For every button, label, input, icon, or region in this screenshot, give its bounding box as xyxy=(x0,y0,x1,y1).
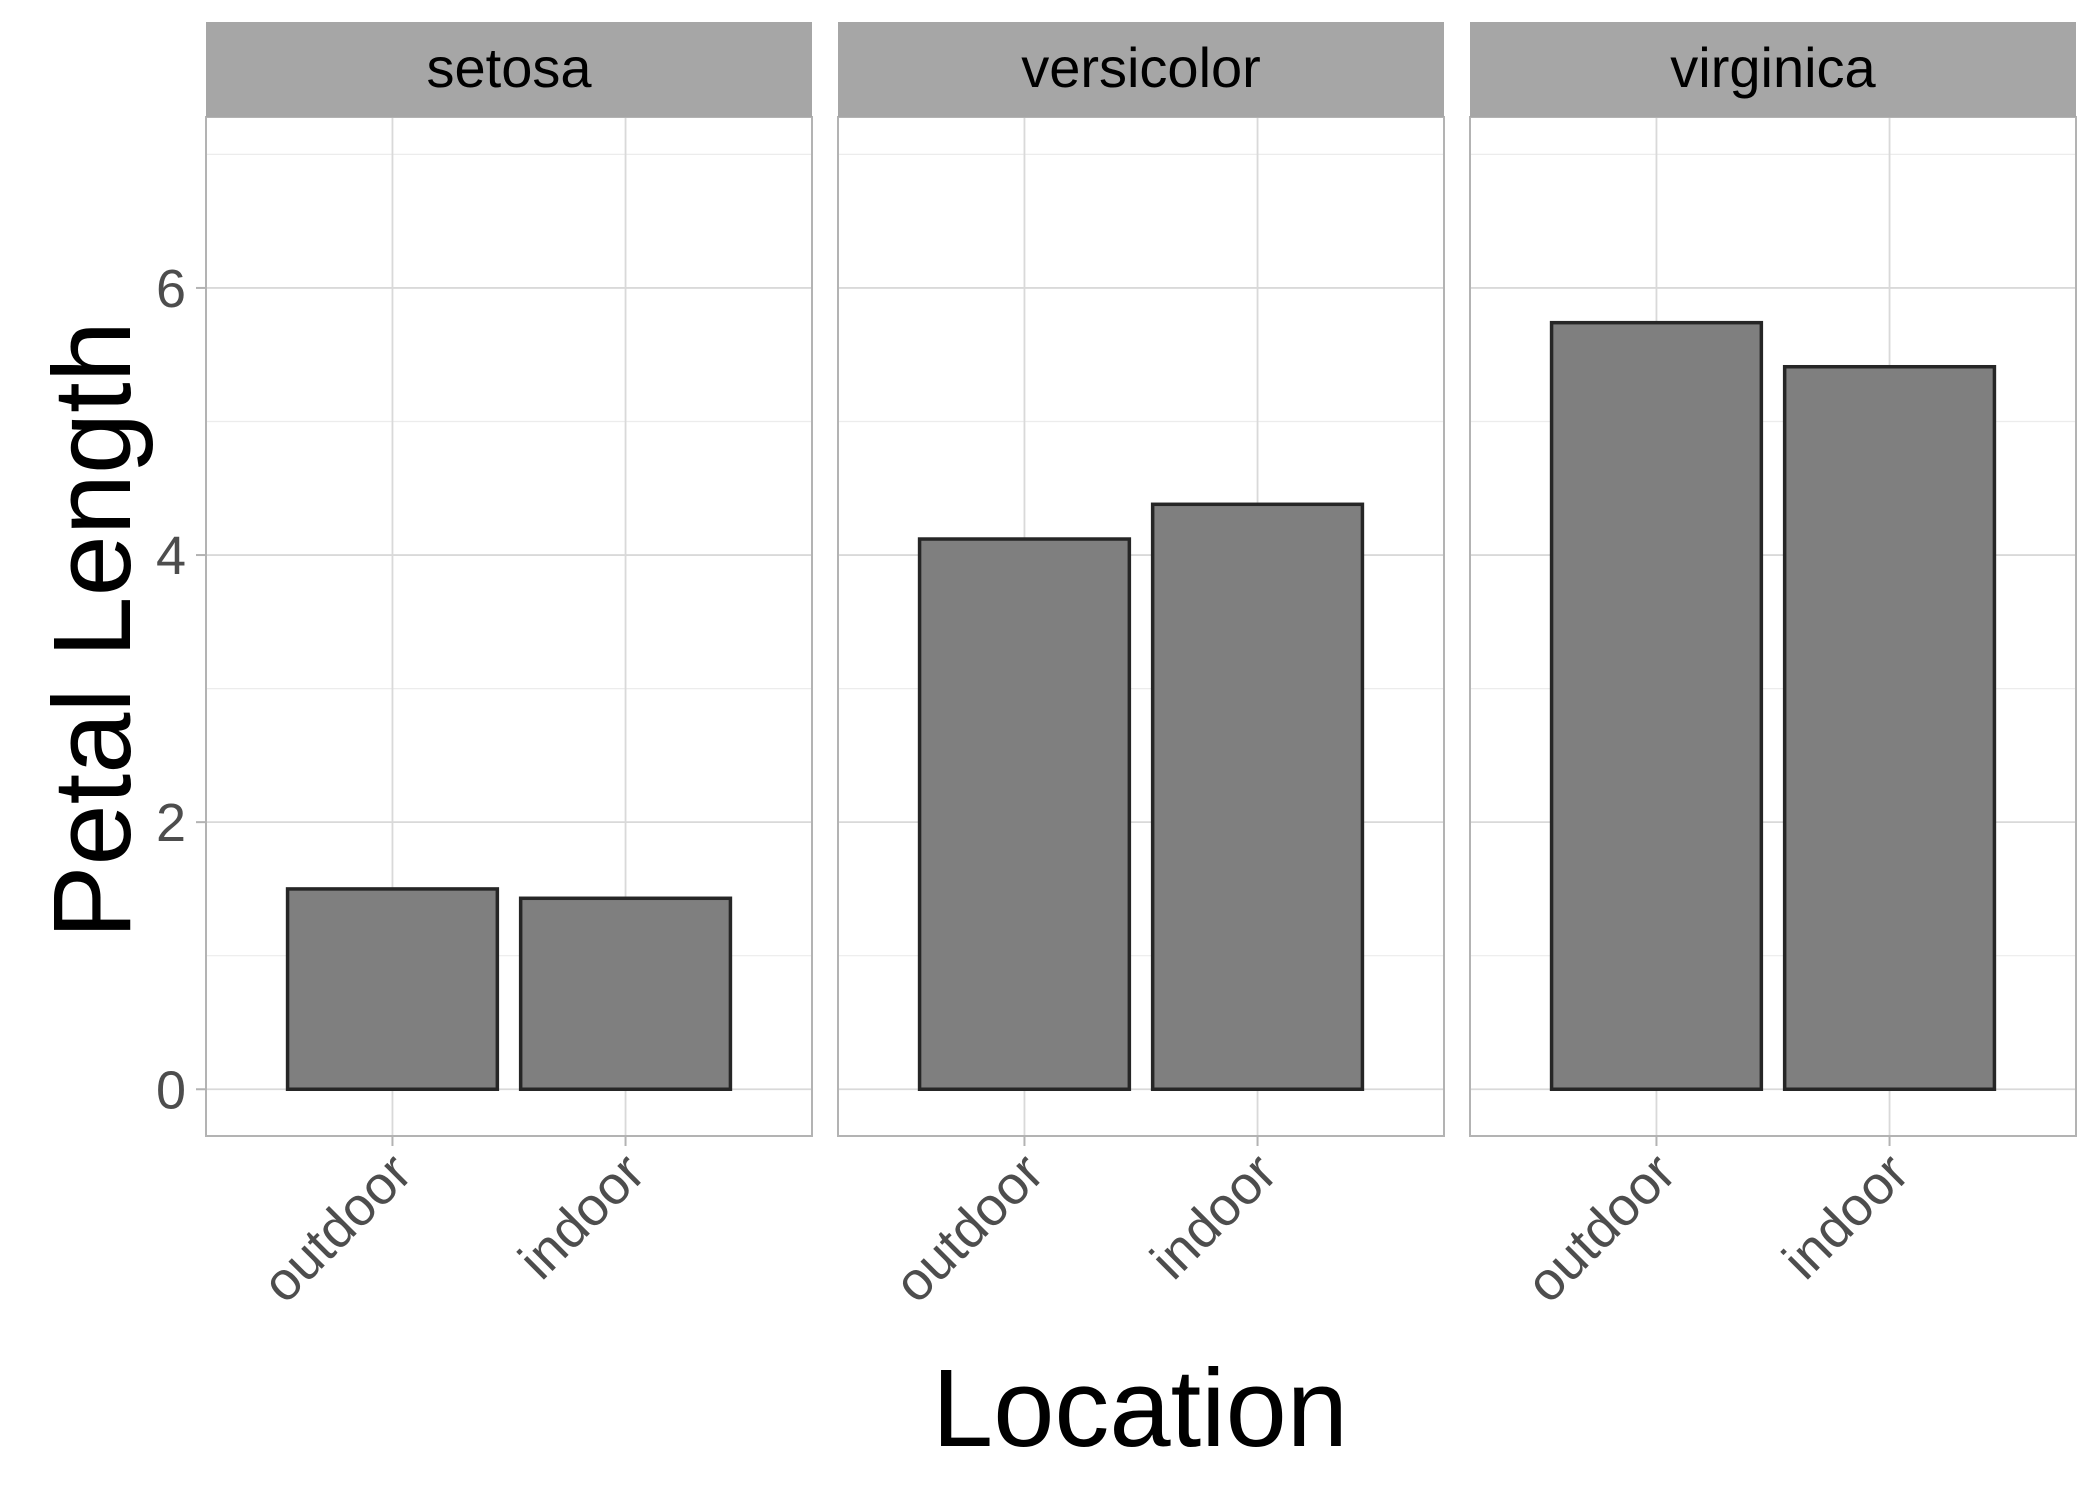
bar-virginica-outdoor xyxy=(1549,320,1764,1092)
facet-strip-label: setosa xyxy=(427,36,593,99)
y-tick-label: 0 xyxy=(156,1060,186,1120)
bar-setosa-indoor xyxy=(518,896,733,1092)
bar-versicolor-outdoor xyxy=(917,537,1132,1092)
y-tick-label: 4 xyxy=(156,526,186,586)
y-axis: 0 2 4 6 xyxy=(156,259,206,1120)
facet-strip xyxy=(1470,22,2076,117)
facet-strip xyxy=(206,22,812,117)
bar-versicolor-indoor xyxy=(1150,502,1365,1092)
facet-strip-label: virginica xyxy=(1670,36,1876,99)
bar-virginica-indoor xyxy=(1782,364,1997,1092)
bar-setosa-outdoor xyxy=(285,887,500,1092)
y-tick-label: 6 xyxy=(156,259,186,319)
facet-strip-label: versicolor xyxy=(1021,36,1261,99)
y-tick-label: 2 xyxy=(156,793,186,853)
facet-strip xyxy=(838,22,1444,117)
x-axis-title: Location xyxy=(932,1347,1348,1470)
y-axis-title: Petal Length xyxy=(31,321,154,939)
